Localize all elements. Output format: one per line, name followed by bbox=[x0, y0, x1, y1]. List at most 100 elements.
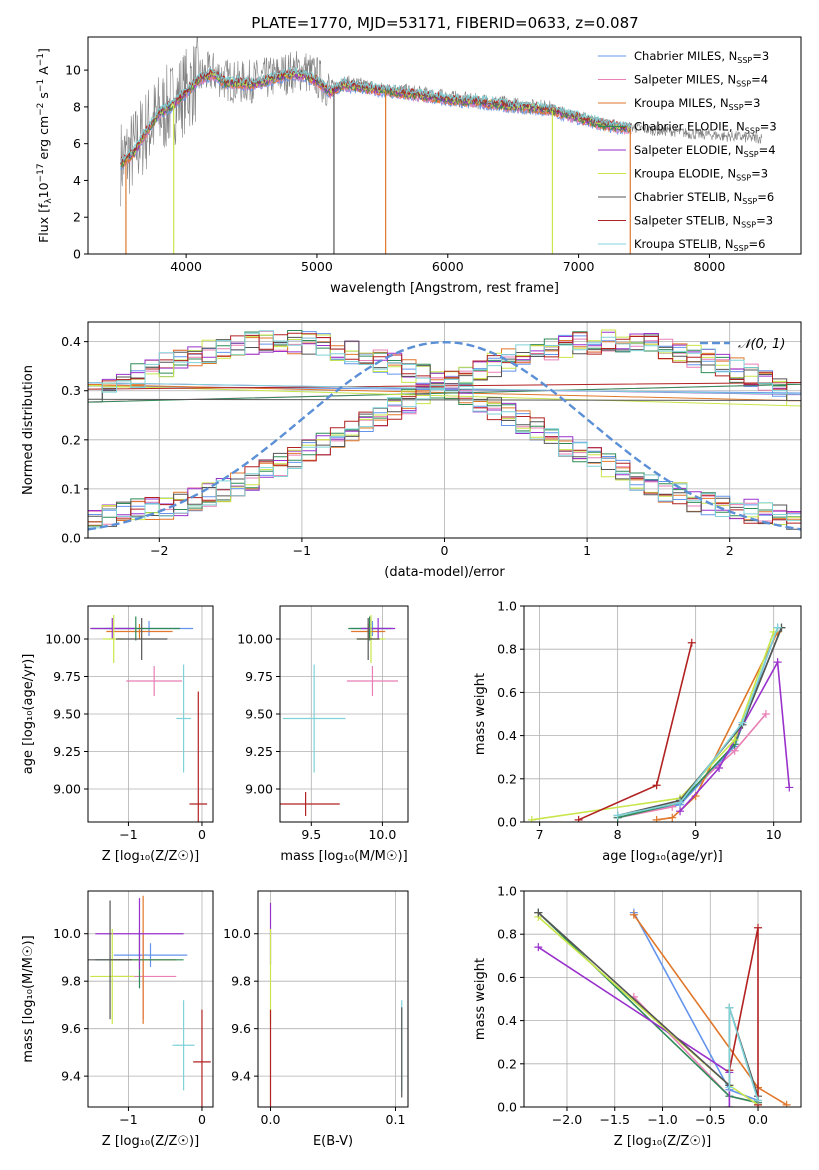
x-axis-label: E(B-V) bbox=[313, 1134, 353, 1149]
y-tick-label: 4 bbox=[73, 173, 81, 188]
y-tick-label: 9.4 bbox=[61, 1069, 81, 1084]
axes-frame bbox=[257, 890, 409, 1108]
y-tick-label: 2 bbox=[73, 210, 81, 225]
mass-weight-line bbox=[617, 627, 779, 817]
y-tick-label: 9.6 bbox=[231, 1021, 251, 1036]
y-tick-label: 9.75 bbox=[53, 669, 81, 684]
x-tick-label: 0 bbox=[198, 827, 206, 842]
mass-weight-marker bbox=[761, 710, 770, 718]
mass-weight-marker bbox=[725, 1083, 734, 1092]
y-tick-label: 9.25 bbox=[245, 744, 273, 759]
axes-frame bbox=[87, 36, 802, 255]
y-tick-label: 1.0 bbox=[497, 599, 517, 614]
mass-weight-marker bbox=[629, 910, 638, 919]
panel-mass-vs-Z: −1 0 9.4 9.6 9.8 10.0 Z [log₁₀(Z/Z☉)] mass [log… bbox=[21, 890, 214, 1149]
mass-weight-marker bbox=[785, 783, 794, 792]
y-tick-label: 0.6 bbox=[497, 970, 517, 985]
x-tick-label: −2.0 bbox=[552, 1112, 582, 1127]
x-tick-label: 7000 bbox=[563, 259, 595, 274]
mass-weight-marker bbox=[773, 623, 782, 632]
x-axis-label: age [log₁₀(age/yr)] bbox=[602, 849, 723, 864]
figure-title: PLATE=1770, MJD=53171, FIBERID=0633, z=0… bbox=[251, 14, 638, 32]
plot-area-age-vs-mass bbox=[280, 606, 408, 822]
y-tick-label: 0.2 bbox=[61, 432, 81, 447]
x-tick-label: −1 bbox=[293, 543, 311, 558]
axes-frame bbox=[87, 321, 802, 539]
legend-entry: Chabrier STELIB, NSSP=6 bbox=[634, 190, 774, 206]
y-tick-label: 10 bbox=[65, 63, 81, 78]
y-tick-label: 0.1 bbox=[61, 481, 81, 496]
panel-residuals: −2 −1 0 1 2 0.0 0.1 0.2 0.3 0.4 (data-model)/error… bbox=[21, 321, 802, 580]
y-tick-label: 9.50 bbox=[53, 707, 81, 722]
x-tick-label: 0 bbox=[441, 543, 449, 558]
mass-weight-marker bbox=[687, 638, 696, 647]
x-tick-label: 6000 bbox=[432, 259, 464, 274]
plot-area-spectrum bbox=[120, 37, 763, 254]
x-tick-label: 8000 bbox=[694, 259, 726, 274]
mass-weight-marker bbox=[527, 815, 536, 822]
y-axis-label: mass [log₁₀(M/M☉)] bbox=[21, 935, 36, 1062]
panel-age-vs-mass: 9.5 10.0 9.00 9.25 9.50 9.75 10.00 mass [log₁₀(… bbox=[237, 605, 409, 864]
mass-weight-marker bbox=[782, 1100, 791, 1107]
y-tick-label: 9.50 bbox=[245, 707, 273, 722]
axes-frame bbox=[523, 890, 802, 1108]
y-tick-label: 0.0 bbox=[61, 531, 81, 546]
y-tick-label: 0.6 bbox=[497, 685, 517, 700]
x-tick-label: 5000 bbox=[301, 259, 333, 274]
y-tick-label: 9.8 bbox=[61, 974, 81, 989]
panel-mass-vs-EBV: 0.0 0.1 9.4 9.6 9.8 10.0 E(B-V) bbox=[223, 890, 409, 1149]
mass-weight-marker bbox=[574, 815, 583, 822]
y-tick-label: 8 bbox=[73, 99, 81, 114]
y-tick-label: 9.25 bbox=[53, 744, 81, 759]
panel-mass-weight-vs-Z: −2.0 −1.5 −1.0 −0.5 0.0 0.0 0.2 0.4 0.6 0.8 1.0 Z [… bbox=[473, 884, 802, 1149]
y-tick-label: 9.6 bbox=[61, 1021, 81, 1036]
y-tick-label: 0.8 bbox=[497, 642, 517, 657]
x-axis-label: (data-model)/error bbox=[384, 565, 505, 580]
mass-weight-line bbox=[578, 642, 693, 821]
y-tick-label: 10.00 bbox=[45, 632, 81, 647]
y-tick-label: 0.4 bbox=[497, 728, 517, 743]
y-tick-label: 1.0 bbox=[497, 884, 517, 899]
mass-weight-marker bbox=[754, 1096, 763, 1105]
plot-area-mass-weight-vs-Z bbox=[524, 891, 801, 1107]
y-axis-label: Normed distribution bbox=[21, 365, 36, 495]
x-tick-label: 8 bbox=[614, 827, 622, 842]
x-axis-label: Z [log₁₀(Z/Z☉)] bbox=[102, 1134, 199, 1149]
x-tick-label: −1 bbox=[119, 827, 137, 842]
y-tick-label: 0.8 bbox=[497, 927, 517, 942]
y-tick-label: 9.00 bbox=[245, 782, 273, 797]
mass-weight-marker bbox=[676, 798, 685, 807]
mass-weight-marker bbox=[725, 1103, 734, 1107]
x-axis-label: mass [log₁₀(M/M☉)] bbox=[280, 849, 407, 864]
panel-age-vs-Z: −1 0 9.00 9.25 9.50 9.75 10.00 Z [log₁₀(Z/Z☉)] a… bbox=[21, 605, 214, 864]
mass-weight-marker bbox=[738, 718, 747, 727]
x-tick-label: 7 bbox=[536, 827, 544, 842]
mass-weight-marker bbox=[676, 807, 685, 816]
x-tick-label: 2 bbox=[726, 543, 734, 558]
x-tick-label: −1.0 bbox=[647, 1112, 677, 1127]
y-tick-label: 10.0 bbox=[223, 926, 251, 941]
residual-histogram bbox=[88, 330, 801, 529]
x-axis-label: Z [log₁₀(Z/Z☉)] bbox=[614, 1134, 711, 1149]
y-axis-label: mass weight bbox=[473, 958, 488, 1040]
legend-entry: 𝒩(0, 1) bbox=[738, 337, 785, 352]
mass-weight-marker bbox=[613, 811, 622, 820]
x-tick-label: 10 bbox=[766, 827, 782, 842]
axes-frame bbox=[87, 605, 214, 823]
x-tick-label: −2 bbox=[150, 543, 168, 558]
x-tick-label: 0.0 bbox=[748, 1112, 768, 1127]
y-axis-label: age [log₁₀(age/yr)] bbox=[21, 654, 36, 775]
mass-weight-marker bbox=[534, 943, 543, 952]
legend-entry: Kroupa STELIB, NSSP=6 bbox=[634, 237, 765, 253]
y-tick-label: 0.0 bbox=[497, 815, 517, 830]
y-tick-label: 10.00 bbox=[237, 632, 273, 647]
x-tick-label: −0.5 bbox=[695, 1112, 725, 1127]
mass-weight-marker bbox=[715, 764, 724, 772]
y-tick-label: 0 bbox=[73, 247, 81, 262]
y-tick-label: 9.00 bbox=[53, 782, 81, 797]
plot-area-mass-vs-Z bbox=[88, 891, 213, 1107]
x-tick-label: 0.1 bbox=[386, 1112, 406, 1127]
mass-weight-marker bbox=[534, 908, 543, 917]
panel-mass-weight-vs-age: 7 8 9 10 0.0 0.2 0.4 0.6 0.8 1.0 age [log₁₀(age/yr… bbox=[473, 599, 802, 864]
legend-entry: Chabrier MILES, NSSP=3 bbox=[634, 49, 769, 65]
